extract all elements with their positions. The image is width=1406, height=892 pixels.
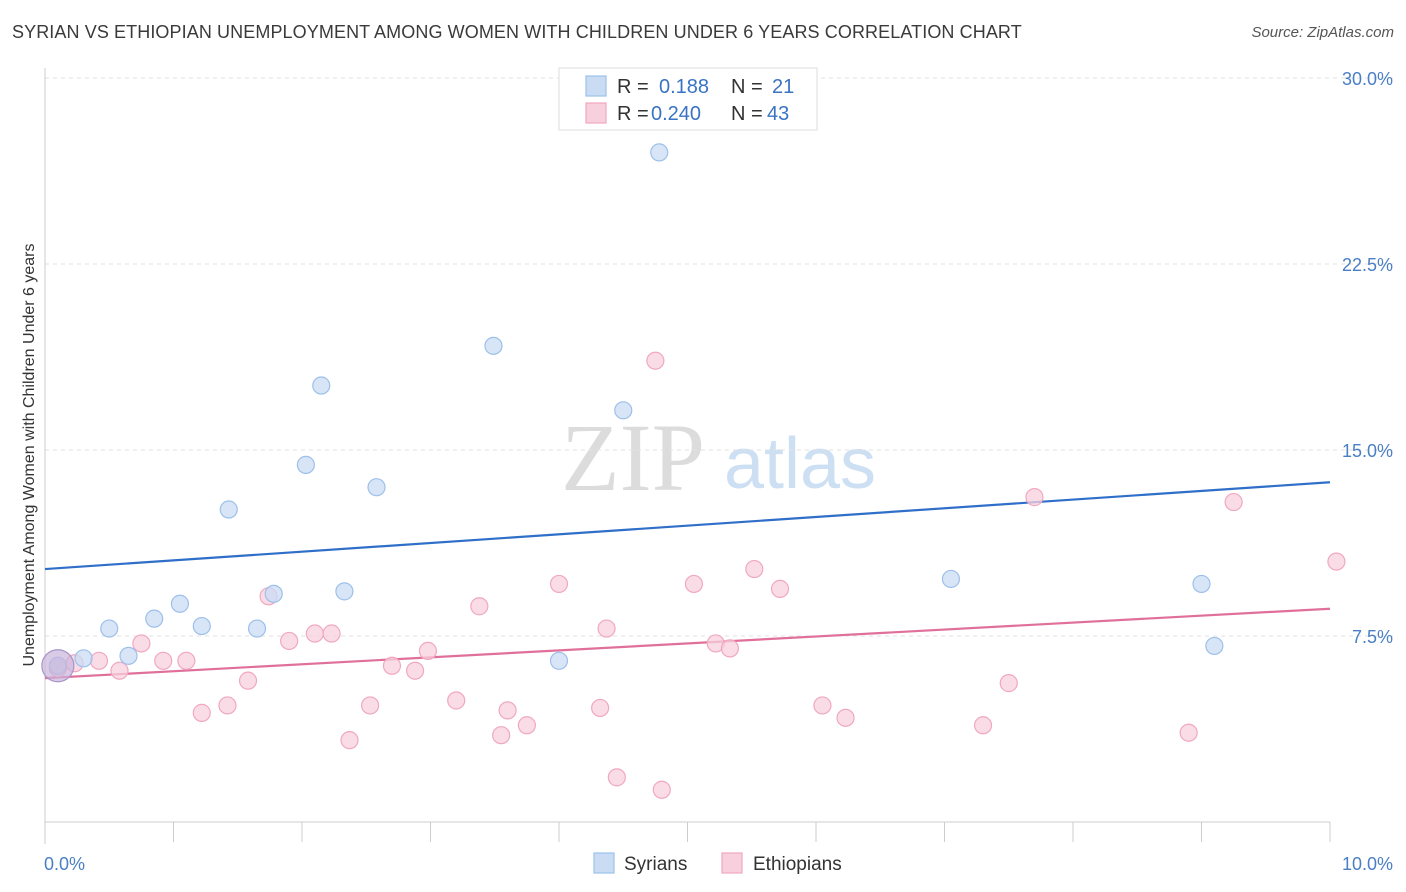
point-ethiopians	[549, 574, 569, 594]
point-ethiopians	[132, 634, 151, 653]
legend-n-label-syrians: N =	[731, 76, 763, 98]
y-tick-labels: 7.5% 15.0% 22.5% 30.0%	[1342, 69, 1393, 647]
legend-label-ethiopians: Ethiopians	[753, 854, 842, 875]
point-syrians	[219, 500, 238, 519]
point-syrians	[1192, 574, 1211, 594]
x-tick-label-min: 0.0%	[44, 854, 85, 874]
point-ethiopians	[154, 651, 173, 670]
watermark: ZIP atlas	[561, 404, 876, 511]
point-ethiopians	[177, 651, 196, 670]
point-ethiopians	[720, 639, 740, 658]
point-ethiopians	[1025, 488, 1044, 507]
point-syrians	[170, 594, 190, 613]
point-ethiopians	[652, 780, 671, 799]
point-ethiopians	[813, 696, 832, 715]
legend-swatch-syrians-bottom	[593, 852, 615, 874]
point-syrians	[650, 143, 669, 162]
point-ethiopians	[1327, 552, 1346, 571]
x-tick-labels: 0.0% 10.0%	[44, 854, 1393, 874]
legend-swatch-ethiopians	[585, 102, 607, 124]
chart-title: SYRIAN VS ETHIOPIAN UNEMPLOYMENT AMONG W…	[12, 22, 1022, 42]
trend-line-ethiopians	[44, 607, 1331, 680]
point-syrians	[247, 619, 267, 638]
y-axis-label: Unemployment Among Women with Children U…	[21, 243, 38, 666]
point-syrians	[119, 646, 138, 665]
point-syrians	[367, 478, 386, 497]
y-tick-label: 22.5%	[1342, 255, 1393, 275]
point-ethiopians	[470, 597, 489, 616]
trend-lines	[44, 481, 1331, 680]
y-tick-label: 30.0%	[1342, 69, 1393, 89]
point-syrians	[100, 619, 119, 638]
legend-n-value-ethiopians: 43	[767, 103, 789, 125]
data-points	[41, 143, 1346, 799]
point-ethiopians	[418, 641, 438, 660]
point-ethiopians	[517, 716, 536, 735]
legend-swatch-syrians	[585, 75, 607, 97]
point-ethiopians	[89, 651, 109, 670]
legend-label-syrians: Syrians	[624, 854, 687, 875]
watermark-atlas: atlas	[724, 424, 876, 504]
point-ethiopians	[836, 708, 855, 727]
point-syrians	[296, 455, 315, 474]
point-ethiopians	[597, 619, 616, 638]
axes	[44, 68, 1331, 844]
x-tick-label-max: 10.0%	[1342, 854, 1393, 874]
point-ethiopians	[322, 624, 341, 643]
y-tick-label: 15.0%	[1342, 441, 1393, 461]
point-ethiopians	[591, 698, 610, 718]
point-ethiopians	[973, 716, 993, 735]
y-tick-label: 7.5%	[1352, 627, 1393, 647]
legend-r-value-ethiopians: 0.240	[651, 103, 701, 125]
point-syrians	[1205, 636, 1224, 656]
point-syrians	[145, 609, 164, 628]
legend-swatch-ethiopians-bottom	[721, 852, 743, 874]
point-syrians	[264, 584, 283, 603]
point-ethiopians	[498, 701, 517, 720]
point-ethiopians	[305, 624, 324, 643]
point-ethiopians	[361, 696, 380, 715]
point-ethiopians	[382, 656, 402, 675]
point-ethiopians	[238, 671, 258, 690]
point-ethiopians	[192, 703, 211, 722]
point-ethiopians	[280, 631, 299, 651]
series-legend: Syrians Ethiopians	[593, 852, 842, 875]
point-ethiopians	[405, 661, 425, 680]
point-ethiopians	[646, 351, 665, 370]
point-ethiopians	[447, 691, 466, 710]
point-syrians	[312, 376, 331, 395]
point-syrians	[74, 649, 93, 668]
legend-r-label-ethiopians: R =	[617, 103, 649, 125]
point-ethiopians	[999, 674, 1018, 693]
chart-source: Source: ZipAtlas.com	[1251, 24, 1394, 41]
point-ethiopians	[492, 726, 511, 745]
legend-r-value-syrians: 0.188	[659, 76, 709, 98]
point-ethiopians	[1224, 492, 1243, 512]
point-syrians	[614, 401, 633, 420]
legend-n-label-ethiopians: N =	[731, 103, 763, 125]
legend-n-value-syrians: 21	[772, 76, 794, 98]
point-ethiopians	[607, 768, 626, 787]
point-syrians	[484, 336, 503, 355]
point-ethiopians	[684, 574, 704, 594]
correlation-legend: R = 0.188 N = 21 R = 0.240 N = 43	[558, 67, 818, 131]
point-ethiopians	[340, 731, 359, 750]
point-syrians	[941, 569, 961, 589]
point-ethiopians	[110, 661, 129, 680]
watermark-zip: ZIP	[561, 404, 705, 511]
trend-line-syrians	[44, 481, 1331, 571]
point-ethiopians	[770, 579, 790, 598]
point-syrians	[192, 616, 211, 636]
gridlines	[45, 77, 1394, 637]
legend-r-label-syrians: R =	[617, 76, 649, 98]
point-ethiopians	[1179, 723, 1198, 742]
point-ethiopians	[745, 559, 764, 579]
point-syrians	[335, 582, 354, 601]
point-highlight	[41, 649, 75, 683]
point-ethiopians	[218, 696, 237, 715]
point-syrians	[549, 651, 569, 670]
